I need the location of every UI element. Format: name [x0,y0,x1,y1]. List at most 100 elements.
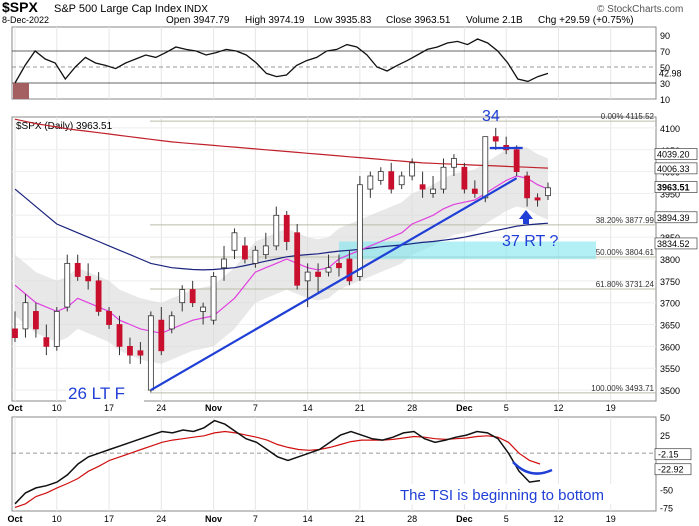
bottom-axis-label: 50 [660,413,670,423]
x-tick-label: 14 [303,514,313,524]
candle-body [482,136,489,199]
top-axis-label: 70 [660,47,670,57]
x-tick-label: Oct [7,403,22,413]
top-indicator-line [14,38,549,84]
candle-body [409,162,416,177]
candle-body [388,171,395,190]
candle-body [95,280,102,312]
tsi-bottom-curve [512,461,553,475]
candle-body [356,184,363,277]
chart-header: $SPX S&P 500 Large Cap Index INDX © Stoc… [2,0,683,26]
ohlc-high: High 3974.19 [245,15,305,26]
ma-fast-line [14,175,549,334]
candle-body [283,214,290,242]
source-credit: © StockCharts.com [597,4,683,15]
price-tag [654,181,698,193]
support-zone [338,241,596,259]
candle-body [377,171,384,181]
price-axis-label: 3500 [660,386,680,396]
candle-body [137,350,144,356]
bottom-axis-label: -50 [660,485,673,495]
candle-body [74,262,81,277]
x-tick-label: 10 [52,403,62,413]
candle-body [545,187,551,197]
candle-body [64,262,71,308]
candle-body [53,311,60,347]
candle-body [262,245,269,256]
top-axis-label: 10 [660,95,670,105]
candle-body [127,345,133,356]
candle-body [200,306,207,312]
top-axis-label: 90 [660,31,670,41]
x-tick-label: 17 [104,403,114,413]
x-tick-label: Oct [7,514,22,524]
x-tick-label: 19 [606,514,616,524]
annotation-34: 34 [482,108,500,125]
trendline [150,177,518,392]
x-tick-label: 28 [407,514,417,524]
candle-body [451,158,457,168]
candle-body [168,315,175,330]
change: Chg +29.59 (+0.75%) [538,15,634,26]
fib-label: 0.00% 4115.52 [601,112,655,121]
annotations: 34 37 RT ? 26 LT F The TSI is beginning … [66,108,652,504]
candle-body [43,337,50,347]
bottom-axis-label: -75 [660,503,673,513]
price-axis-label: 3950 [660,189,680,199]
chart-date: 8-Dec-2022 [2,15,49,25]
candle-body [336,262,342,269]
fib-label: 38.20% 3877.99 [596,216,655,225]
price-axis-label: 4100 [660,124,680,134]
x-tick-label: Nov [205,403,222,413]
candle-body [440,166,447,190]
candle-body [325,267,332,273]
price-tag-label: 3834.52 [657,239,690,249]
price-tag-label: 4039.20 [657,149,690,159]
price-axis-label: 3650 [660,321,680,331]
tsi-value-label: -2.15 [658,450,679,460]
x-tick-label: 12 [553,514,563,524]
candle-body [252,249,259,264]
price-tag-label: 3963.51 [657,183,690,193]
price-axis-label: 3700 [660,299,680,309]
price-axis-label: 3750 [660,277,680,287]
candle-body [492,136,499,142]
price-tag-label: 3894.39 [657,213,690,223]
x-tick-label: 7 [253,403,258,413]
tsi-value-tag [654,448,692,461]
candle-body [273,214,280,247]
candle-body [147,315,154,391]
price-tag [654,237,698,250]
x-tick-label: 17 [104,514,114,524]
top-axis-label: 50 [660,63,670,73]
x-tick-label: Dec [456,514,473,524]
candle-body [398,175,405,186]
fib-label: 100.00% 3493.71 [591,384,654,393]
tsi-value-label: -22.92 [658,465,684,475]
x-tick-label: 19 [606,403,616,413]
fib-label: 61.80% 3731.24 [596,280,655,289]
symbol: $SPX [2,0,38,15]
candle-body [116,324,123,347]
candle-body [106,311,112,325]
price-axis-label: 3600 [660,342,680,352]
candle-body [158,319,165,352]
candle-body [294,232,301,286]
top-indicator-panel [11,26,657,100]
x-tick-label: 24 [156,514,166,524]
candle-body [33,311,39,330]
candle-body [221,258,227,269]
x-tick-label: 21 [355,514,365,524]
exchange: INDX [184,4,208,15]
tsi-note: The TSI is beginning to bottom [400,487,604,504]
candle-body [524,175,530,199]
fib-label: 50.00% 3804.61 [596,248,655,257]
x-tick-label: 10 [52,514,62,524]
ohlc-low: Low 3935.83 [314,15,372,26]
candle-body [471,188,478,194]
candle-body [242,245,248,260]
oversold-shade [13,83,29,99]
candle-body [461,166,468,190]
candle-body [189,289,196,304]
